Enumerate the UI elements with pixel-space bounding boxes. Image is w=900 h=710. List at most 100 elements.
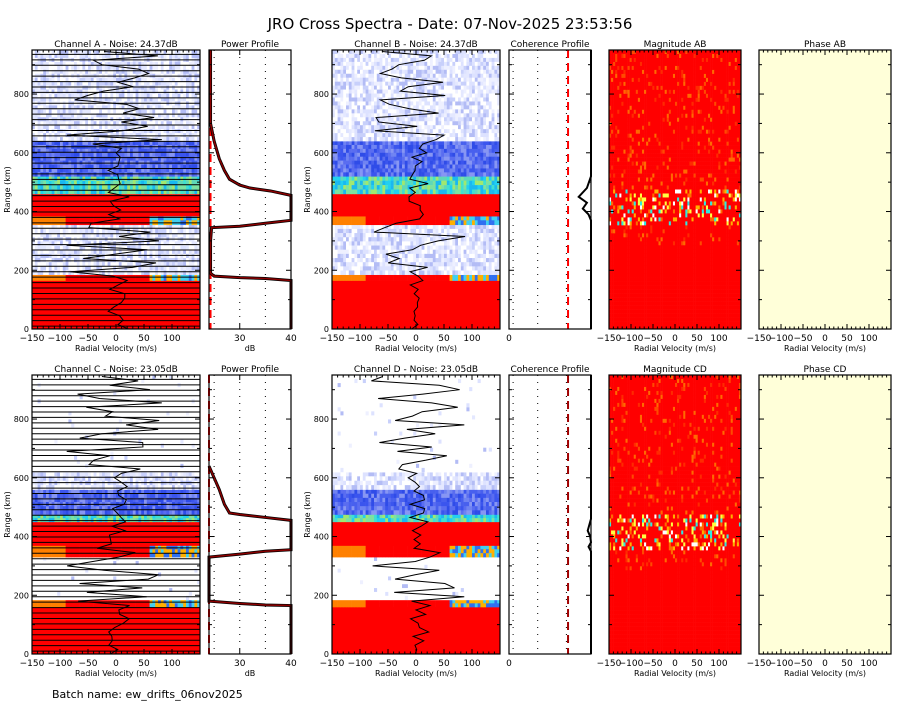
heatmap-cell (497, 168, 501, 173)
heatmap-cell (354, 237, 358, 242)
heatmap-cell (113, 270, 117, 275)
heatmap-cell (54, 152, 58, 158)
heatmap-cell (160, 168, 164, 173)
heatmap-cell (466, 185, 470, 190)
heatmap-cell (365, 253, 369, 259)
heatmap-cell (34, 152, 38, 158)
heatmap-cell (118, 148, 122, 154)
heatmap-cell (449, 189, 453, 195)
heatmap-cell (32, 245, 36, 251)
heatmap-cell (486, 141, 490, 146)
heatmap-cell (138, 249, 142, 255)
heatmap-cell (172, 141, 176, 146)
heatmap-cell (169, 164, 173, 169)
heatmap-cell (469, 185, 473, 190)
heatmap-cell (74, 224, 78, 230)
heatmap-cell (172, 65, 176, 71)
heatmap-cell (40, 270, 44, 275)
heatmap-cell (413, 228, 417, 234)
heatmap-cell (340, 274, 344, 281)
heatmap-cell (135, 185, 139, 190)
heatmap-cell (343, 152, 347, 158)
heatmap-cell (197, 105, 201, 110)
heatmap-cell (343, 233, 347, 238)
heatmap-cell (186, 258, 190, 263)
heatmap-cell (374, 241, 378, 246)
heatmap-cell (146, 258, 150, 263)
heatmap-cell (435, 180, 439, 186)
heatmap-cell (463, 266, 467, 271)
heatmap-cell (177, 81, 181, 86)
heatmap-cell (497, 237, 501, 242)
heatmap-cell (88, 176, 92, 181)
heatmap-cell (152, 133, 156, 138)
heatmap-cell (74, 137, 78, 142)
heatmap-cell (82, 125, 86, 130)
heatmap-cell (332, 185, 336, 190)
heatmap-cell (362, 156, 366, 161)
heatmap-cell (413, 144, 417, 150)
heatmap-cell (90, 65, 94, 71)
heatmap-cell (135, 262, 139, 267)
heatmap-cell (348, 141, 352, 146)
heatmap-cell (43, 113, 47, 118)
heatmap-cell (446, 228, 450, 234)
heatmap-cell (158, 125, 162, 130)
heatmap-cell (46, 113, 50, 118)
heatmap-cell (121, 121, 125, 126)
heatmap-cell (158, 61, 162, 67)
heatmap-cell (88, 266, 92, 271)
heatmap-cell (494, 237, 498, 242)
heatmap-cell (410, 241, 414, 246)
heatmap-cell (466, 215, 470, 221)
heatmap-cell (421, 245, 425, 251)
heatmap-cell (334, 274, 338, 281)
heatmap-cell (68, 113, 72, 118)
heatmap-cell (393, 215, 397, 221)
heatmap-cell (113, 176, 117, 181)
heatmap-cell (146, 224, 150, 230)
heatmap-cell (74, 172, 78, 177)
heatmap-cell (74, 89, 78, 94)
heatmap-cell (486, 156, 490, 161)
heatmap-cell (430, 172, 434, 177)
heatmap-cell (62, 180, 66, 186)
heatmap-cell (346, 274, 350, 281)
heatmap-cell (197, 61, 201, 67)
heatmap-cell (141, 164, 145, 169)
heatmap-cell (158, 69, 162, 75)
heatmap-cell (172, 125, 176, 130)
heatmap-cell (407, 215, 411, 221)
heatmap-cell (477, 262, 481, 267)
heatmap-cell (455, 189, 459, 195)
heatmap-cell (166, 109, 170, 114)
heatmap-cell (34, 180, 38, 186)
heatmap-cell (472, 245, 476, 251)
heatmap-cell (60, 168, 64, 173)
heatmap-cell (107, 274, 111, 281)
heatmap-cell (149, 141, 153, 146)
heatmap-cell (174, 274, 178, 281)
heatmap-cell (102, 97, 106, 102)
heatmap-cell (402, 233, 406, 238)
heatmap-cell (183, 215, 187, 221)
heatmap-cell (62, 266, 66, 271)
heatmap-cell (469, 266, 473, 271)
heatmap-cell (48, 176, 52, 181)
heatmap-cell (399, 189, 403, 195)
heatmap-cell (188, 61, 192, 67)
heatmap-cell (99, 129, 103, 134)
heatmap-cell (497, 215, 501, 221)
heatmap-cell (368, 185, 372, 190)
heatmap-cell (158, 189, 162, 195)
heatmap-cell (130, 262, 134, 267)
heatmap-cell (466, 156, 470, 161)
heatmap-cell (177, 152, 181, 158)
heatmap-cell (155, 50, 159, 55)
heatmap-cell (121, 105, 125, 110)
heatmap-cell (104, 53, 108, 59)
heatmap-cell (354, 164, 358, 169)
heatmap-cell (82, 113, 86, 118)
heatmap-cell (104, 61, 108, 67)
heatmap-cell (51, 270, 55, 275)
